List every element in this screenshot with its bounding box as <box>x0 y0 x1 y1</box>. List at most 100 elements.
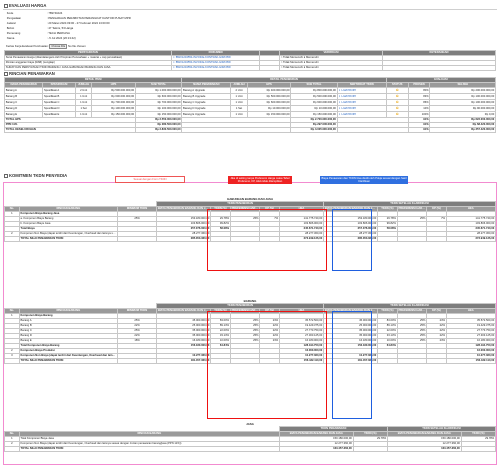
column-header: BIAYA PENAWARAN BARANG DAN JASA <box>386 431 462 437</box>
no-cell <box>4 358 20 364</box>
value-cell: 156.432.110,00 <box>445 358 497 364</box>
rincian-cell: Komponen Non Biaya (dapat terdiri dari K… <box>18 353 118 359</box>
value-cell: 163.457.360,00 <box>278 446 354 452</box>
total-right: Rp 3.005.000.000,00 <box>290 127 338 133</box>
choose-file-button[interactable]: Choose File <box>49 44 68 50</box>
status-icon[interactable]: ✪ <box>395 112 399 117</box>
info-table: Kode: 789741024 Pengadaan: PENGADAAN PERA… <box>6 11 306 41</box>
callout-klarifikasi: Biaya Penawaran dan TKDN bisa diedit ole… <box>320 176 408 185</box>
radio-tidak-memenuhi[interactable]: ○ Tidak Memenuhi <box>280 66 304 70</box>
editable-cell[interactable]: 285.353.360,00 <box>323 236 379 242</box>
info-label: Nama <box>6 36 15 40</box>
column-header: PREFERENSI HARGA ATAS BARANG <box>396 206 428 212</box>
total-pct: 91% <box>407 127 431 133</box>
value-cell: 273.949.126,00 <box>445 236 497 242</box>
docs-table-wrap: PERSYARATAN DOKUMEN VERIFIKASI KETERANGAN Su… <box>4 50 496 71</box>
total-label: TOTAL KESELURUHAN <box>4 127 136 133</box>
total-row: TOTAL KESELURUHAN Rp 2.830.500.000,00 Rp 3… <box>4 127 496 133</box>
table-row: a. Komponen Biaya Barang 25% 153.180.000,0… <box>4 216 497 222</box>
editable-cell[interactable] <box>377 236 398 242</box>
value-cell <box>352 446 388 452</box>
docs-table: PERSYARATAN DOKUMEN VERIFIKASI KETERANGAN Su… <box>4 50 496 71</box>
status-icon[interactable]: ✪ <box>395 106 399 111</box>
upload-label: Kertas Kerja Evaluasi Pembuatan: <box>6 44 49 48</box>
total-diff: Rp 357.420.000,00 <box>429 127 496 133</box>
gabungan-title: GABUNGAN BARANG DAN JASA <box>226 197 274 201</box>
editable-cell[interactable] <box>377 358 398 364</box>
table-row: b. Komponen Biaya Jasa 103.806.000,00 99.8… <box>4 221 497 227</box>
blank-cell <box>259 65 280 71</box>
jasa-title: JASA <box>246 422 254 426</box>
status-icon[interactable]: ✪ <box>395 94 399 99</box>
blank-cell <box>336 127 409 133</box>
radio-memenuhi[interactable]: ● Memenuhi <box>303 61 319 65</box>
column-header: BIAYA PENAWARAN BARANG DAN JASA <box>323 206 379 212</box>
callout-form-tkdn: Sesuai dengan Form TKDN <box>115 176 185 183</box>
gabungan-table-wrap: GABUNGAN BARANG DAN JASA TKDN PENAWARAN … <box>4 197 497 242</box>
jasa-table: TKDN PENAWARAN TKDN SETELAH KLARIFIKASI … <box>4 426 497 452</box>
keterangan-input[interactable] <box>382 65 496 71</box>
section-title-tkdn: KOMITMEN TKDN PENYEDIA <box>4 173 67 178</box>
callout-preferensi: Jika di setting tanpa Preferensi Harga m… <box>228 176 292 185</box>
column-header: BIAYA PENAWARAN BARANG DAN JASA <box>278 431 354 437</box>
column-header: PREFERENSI HARGA ATAS BARANG <box>229 308 261 314</box>
rincian-cell: TOTAL NILAI PENAWARAN TKDN <box>18 446 280 452</box>
checkbox-icon <box>4 3 8 8</box>
rincian-table: DETAIL ITEM DETAIL PENAWARAN EVALUASI NA… <box>3 77 497 133</box>
barang-table: TKDN PENAWARAN TKDN SETELAH KLARIFIKASI … <box>4 303 497 364</box>
upload-row: Kertas Kerja Evaluasi Pembuatan: Choose … <box>6 44 86 50</box>
table-row: Barang C 25% 35.000.000,00 22.00% 25% 22% 27.7… <box>4 328 497 334</box>
rincian-cell: TOTAL NILAI PENAWARAN TKDN <box>18 236 118 242</box>
barang-title: BARANG <box>243 299 257 303</box>
value-cell: 273.949.126,00 <box>278 236 325 242</box>
editable-cell[interactable]: 181.457.360,00 <box>323 358 379 364</box>
rincian-table-wrap: DETAIL ITEM DETAIL PENAWARAN EVALUASI NA… <box>3 77 497 133</box>
checkbox-icon <box>4 173 8 178</box>
document-link[interactable]: ⇩ BWX1234554-INVOICE-KONTRAK-GIIM.PDF <box>170 65 261 71</box>
value-cell <box>259 236 280 242</box>
editable-cell[interactable] <box>460 446 497 452</box>
gabungan-table: TKDN PENAWARAN TKDN SETELAH KLARIFIKASI … <box>4 201 497 242</box>
rincian-cell: Komponen Non Biaya (dapat terdiri dari K… <box>18 231 118 237</box>
no-file-label: No file chosen <box>68 44 86 48</box>
minimum-tkdn-cell <box>116 236 158 242</box>
value-cell <box>426 358 447 364</box>
jasa-table-wrap: JASA TKDN PENAWARAN TKDN SETELAH KLARIFI… <box>4 422 497 452</box>
value-cell: 156.432.110,00 <box>278 358 325 364</box>
status-icon[interactable]: ✪ <box>395 88 399 93</box>
radio-tidak-memenuhi[interactable]: ○ Tidak Memenuhi <box>280 56 304 60</box>
verification-cell: ○ Tidak Memenuhi ● Memenuhi <box>278 65 384 71</box>
value-cell <box>229 236 261 242</box>
column-header: BIAYA PENAWARAN BARANG DAN JASA <box>156 206 212 212</box>
no-cell <box>4 446 20 452</box>
radio-memenuhi[interactable]: ● Memenuhi <box>303 56 319 60</box>
radio-tidak-memenuhi[interactable]: ○ Tidak Memenuhi <box>280 61 304 65</box>
radio-memenuhi[interactable]: ● Memenuhi <box>303 66 319 70</box>
blank <box>4 303 157 309</box>
column-header: PREFERENSI HARGA ATAS BARANG <box>396 308 428 314</box>
info-value: : -5 Jul 2024 (20:13:42) <box>46 36 76 40</box>
column-header: BIAYA PENAWARAN BARANG DAN JASA <box>323 308 379 314</box>
info-row: Nama : -5 Jul 2024 (20:13:42) <box>6 36 306 41</box>
info-panel: Kode: 789741024 Pengadaan: PENGADAAN PERA… <box>6 11 306 41</box>
status-icon[interactable]: ✪ <box>395 100 399 105</box>
table-row: SURAT DAN PERNYATAAN TKDN BARANG / JASA … <box>4 65 496 71</box>
table-row: TOTAL NILAI PENAWARAN TKDN 285.353.360,00… <box>4 236 497 242</box>
column-header: PREFERENSI HARGA ATAS BARANG <box>229 206 261 212</box>
table-row: TOTAL NILAI PENAWARAN TKDN 163.457.360,00… <box>4 446 497 452</box>
rincian-cell: TOTAL NILAI PENAWARAN TKDN <box>18 358 118 364</box>
minimum-tkdn-cell <box>116 358 158 364</box>
section-title-rincian: RINCIAN PENAWARAN <box>4 71 55 76</box>
editable-cell[interactable]: 163.457.360,00 <box>386 446 462 452</box>
section-title-evaluasi: EVALUASI HARGA <box>4 3 46 8</box>
checkbox-icon <box>4 71 8 76</box>
value-cell <box>259 358 280 364</box>
value-cell: 181.457.360,00 <box>156 358 212 364</box>
value-cell: 285.353.360,00 <box>156 236 212 242</box>
blank <box>4 426 280 432</box>
value-cell <box>210 358 231 364</box>
value-cell <box>210 236 231 242</box>
value-cell <box>396 358 428 364</box>
value-cell <box>396 236 428 242</box>
